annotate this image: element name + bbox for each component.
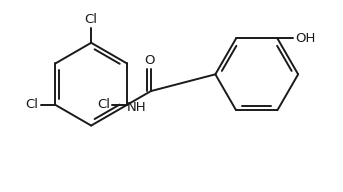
Text: OH: OH	[295, 32, 316, 45]
Text: Cl: Cl	[97, 98, 110, 111]
Text: NH: NH	[127, 101, 147, 114]
Text: Cl: Cl	[85, 13, 98, 26]
Text: O: O	[144, 54, 155, 67]
Text: Cl: Cl	[26, 98, 38, 111]
